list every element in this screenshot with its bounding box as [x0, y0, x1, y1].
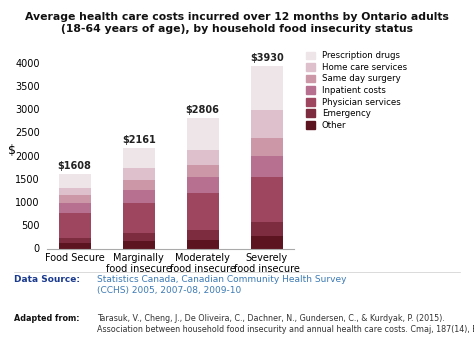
Bar	[59, 188, 91, 195]
Text: Average health care costs incurred over 12 months by Ontario adults
(18-64 years: Average health care costs incurred over …	[25, 12, 449, 34]
Text: $2806: $2806	[186, 105, 219, 115]
Bar	[123, 203, 155, 233]
Bar	[123, 190, 155, 203]
Bar	[187, 230, 219, 240]
Y-axis label: $: $	[8, 144, 16, 157]
Bar	[187, 178, 219, 193]
Text: Adapted from:: Adapted from:	[14, 314, 80, 323]
Bar	[251, 222, 283, 236]
Bar	[187, 240, 219, 248]
Bar	[59, 195, 91, 203]
Bar	[123, 180, 155, 190]
Text: $3930: $3930	[250, 53, 283, 63]
Bar	[59, 203, 91, 213]
Legend: Prescription drugs, Home care services, Same day surgery, Inpatient costs, Physi: Prescription drugs, Home care services, …	[305, 50, 408, 131]
Bar	[187, 118, 219, 150]
Text: $1608: $1608	[58, 161, 91, 171]
Bar	[251, 236, 283, 248]
Bar	[251, 138, 283, 155]
Bar	[187, 165, 219, 178]
Bar	[123, 148, 155, 168]
Bar	[59, 244, 91, 248]
Bar	[251, 66, 283, 110]
Bar	[123, 168, 155, 180]
Bar	[251, 110, 283, 138]
Bar	[123, 241, 155, 248]
Bar	[187, 193, 219, 230]
Bar	[59, 237, 91, 244]
Text: Tarasuk, V., Cheng, J., De Oliveira, C., Dachner, N., Gundersen, C., & Kurdyak, : Tarasuk, V., Cheng, J., De Oliveira, C.,…	[97, 314, 474, 334]
Bar	[59, 174, 91, 188]
Bar	[187, 150, 219, 165]
Bar	[251, 155, 283, 178]
Bar	[123, 233, 155, 241]
Bar	[251, 178, 283, 222]
Text: Statistics Canada, Canadian Community Health Survey
(CCHS) 2005, 2007-08, 2009-1: Statistics Canada, Canadian Community He…	[97, 275, 346, 295]
Bar	[59, 213, 91, 237]
Text: Data Source:: Data Source:	[14, 275, 80, 284]
Text: $2161: $2161	[122, 136, 155, 146]
